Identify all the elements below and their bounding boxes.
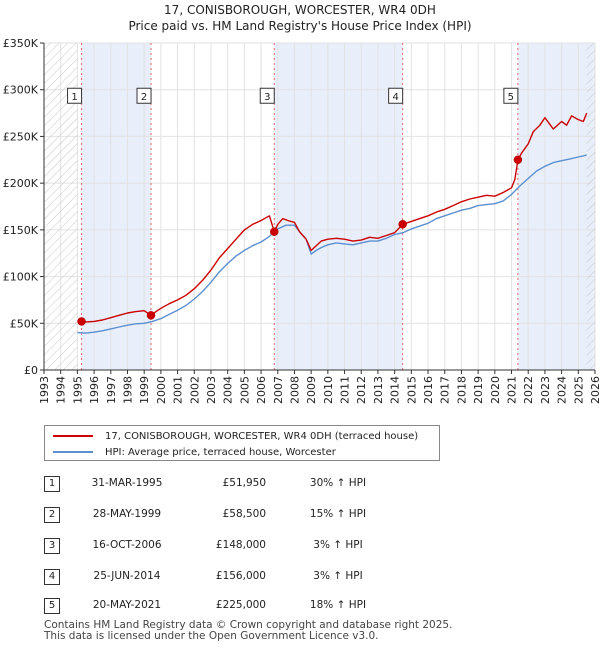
sale-hpi-diff: 15% ↑ HPI [309, 508, 367, 520]
x-tick-label: 2011 [339, 376, 352, 404]
sale-date: 25-JUN-2014 [93, 570, 161, 582]
x-tick-label: 2012 [355, 376, 368, 404]
footer-licence: This data is licensed under the Open Gov… [44, 630, 379, 642]
sale-number-badge: 3 [44, 538, 60, 554]
sale-label: 2 [141, 92, 147, 103]
x-tick-label: 2005 [238, 376, 251, 404]
sale-label-box [388, 87, 404, 104]
sale-label-box [67, 87, 83, 104]
sale-hpi-diff: 30% ↑ HPI [309, 477, 367, 489]
sale-point [513, 155, 523, 165]
sale-price: £156,000 [215, 570, 266, 582]
table-row: 4 25-JUN-2014 £156,000 3% ↑ HPI [0, 568, 600, 588]
x-tick-label: 2013 [372, 376, 385, 404]
y-tick-label: £0 [24, 364, 38, 377]
sale-date: 20-MAY-2021 [92, 599, 162, 611]
legend-label-hpi: HPI: Average price, terraced house, Worc… [105, 446, 336, 458]
x-tick-label: 2021 [506, 376, 519, 404]
y-tick-label: £100K [3, 271, 39, 284]
sale-number-badge: 2 [44, 507, 60, 523]
x-tick-label: 2006 [255, 376, 268, 404]
x-tick-label: 2002 [188, 376, 201, 404]
sale-label-box [503, 87, 519, 104]
sale-hpi-diff: 3% ↑ HPI [313, 570, 363, 582]
sale-label: 3 [264, 92, 270, 103]
x-tick-label: 2007 [272, 376, 285, 404]
y-tick-label: £350K [3, 37, 39, 50]
sale-point [270, 227, 279, 236]
sale-date: 31-MAR-1995 [91, 477, 163, 489]
sale-hpi-diff: 3% ↑ HPI [313, 539, 363, 551]
y-tick-label: £250K [3, 130, 39, 143]
no-data-hatch [586, 43, 595, 370]
legend-label-property: 17, CONISBOROUGH, WORCESTER, WR4 0DH (te… [105, 430, 419, 442]
x-tick-label: 2017 [439, 376, 452, 404]
x-tick-label: 2023 [539, 376, 552, 404]
legend-swatch-hpi [53, 451, 93, 453]
x-tick-label: 2019 [472, 376, 485, 404]
sale-label: 5 [508, 92, 514, 103]
shaded-period [274, 43, 403, 370]
sale-point [398, 220, 407, 229]
x-tick-label: 2008 [288, 376, 301, 404]
table-row: 1 31-MAR-1995 £51,950 30% ↑ HPI [0, 475, 600, 495]
table-row: 5 20-MAY-2021 £225,000 18% ↑ HPI [0, 597, 600, 617]
x-tick-label: 1997 [105, 376, 118, 404]
sale-label-box [136, 87, 152, 104]
x-tick-label: 1993 [38, 376, 51, 404]
x-tick-label: 2014 [389, 376, 402, 404]
y-tick-label: £150K [3, 224, 39, 237]
chart-title: 17, CONISBOROUGH, WORCESTER, WR4 0DH [164, 3, 436, 17]
sale-hpi-diff: 18% ↑ HPI [309, 599, 367, 611]
x-tick-label: 2003 [205, 376, 218, 404]
x-tick-label: 2022 [522, 376, 535, 404]
x-tick-label: 2018 [455, 376, 468, 404]
x-tick-label: 2025 [572, 376, 585, 404]
sale-number-badge: 1 [44, 476, 60, 492]
x-tick-label: 2024 [556, 376, 569, 404]
x-tick-label: 1999 [138, 376, 151, 404]
x-tick-label: 2000 [155, 376, 168, 404]
table-row: 2 28-MAY-1999 £58,500 15% ↑ HPI [0, 506, 600, 526]
y-tick-label: £50K [10, 317, 39, 330]
sale-price: £51,950 [222, 477, 266, 489]
sale-label: 4 [392, 92, 398, 103]
x-tick-label: 2026 [589, 376, 600, 404]
x-tick-label: 2010 [322, 376, 335, 404]
sale-point [146, 311, 156, 320]
sale-date: 16-OCT-2006 [92, 539, 162, 551]
x-tick-label: 1998 [121, 376, 134, 404]
sale-price: £58,500 [222, 508, 266, 520]
x-tick-label: 2015 [405, 376, 418, 404]
table-row: 3 16-OCT-2006 £148,000 3% ↑ HPI [0, 537, 600, 557]
sale-number-badge: 4 [44, 569, 60, 585]
x-tick-label: 2004 [222, 376, 235, 404]
hpi-series-line [77, 154, 587, 334]
chart-subtitle: Price paid vs. HM Land Registry's House … [128, 19, 471, 33]
footer-copyright: Contains HM Land Registry data © Crown c… [44, 619, 453, 631]
sale-label: 1 [71, 92, 77, 103]
sale-label-box [259, 87, 275, 104]
x-tick-label: 1995 [71, 376, 84, 404]
legend-item-hpi: HPI: Average price, terraced house, Worc… [45, 444, 336, 460]
sale-price: £148,000 [215, 539, 266, 551]
x-tick-label: 1994 [55, 376, 68, 404]
legend: 17, CONISBOROUGH, WORCESTER, WR4 0DH (te… [44, 425, 440, 461]
footer: Contains HM Land Registry data © Crown c… [44, 620, 452, 642]
sale-number-badge: 5 [44, 598, 60, 614]
y-tick-label: £300K [3, 84, 39, 97]
sale-date: 28-MAY-1999 [92, 508, 162, 520]
x-tick-label: 1996 [88, 376, 101, 404]
sale-price: £225,000 [215, 599, 266, 611]
chart: 17, CONISBOROUGH, WORCESTER, WR4 0DH Pri… [3, 3, 600, 404]
legend-swatch-property [53, 435, 93, 437]
y-tick-label: £200K [3, 177, 39, 190]
sale-point [77, 317, 86, 326]
x-tick-label: 2001 [172, 376, 185, 404]
x-tick-label: 2009 [305, 376, 318, 404]
x-tick-label: 2016 [422, 376, 435, 404]
x-tick-label: 2020 [489, 376, 502, 404]
legend-item-property: 17, CONISBOROUGH, WORCESTER, WR4 0DH (te… [45, 428, 418, 444]
shaded-period [517, 43, 595, 370]
